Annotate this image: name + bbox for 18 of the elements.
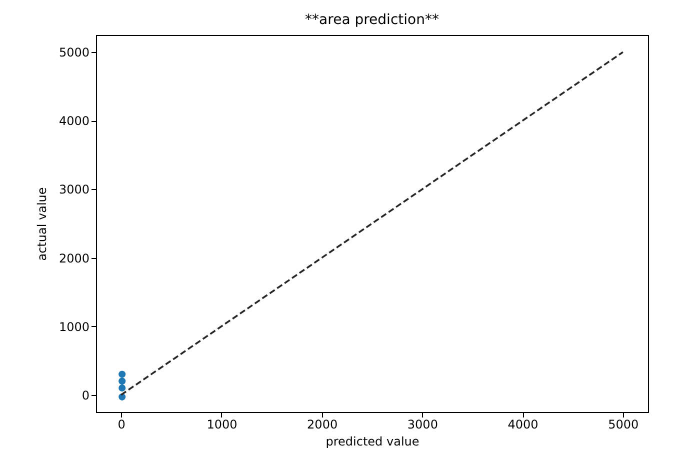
chart-title: **area prediction**	[305, 12, 439, 28]
y-tick-label: 0	[82, 388, 90, 402]
y-tick-label: 3000	[58, 182, 90, 197]
point	[118, 370, 126, 378]
x-tick-label: 4000	[508, 418, 538, 432]
y-tick-label: 2000	[58, 251, 90, 266]
y-axis-title: actual value	[34, 187, 49, 261]
x-tick-label: 2000	[307, 418, 338, 432]
y-tick-label: 1000	[58, 320, 90, 334]
point	[118, 378, 126, 385]
x-tick-label: 5000	[608, 418, 639, 432]
y-tick-label: 5000	[58, 46, 90, 60]
point	[118, 384, 126, 392]
x-tick-label: 3000	[407, 418, 438, 432]
y-tick-label: 4000	[58, 114, 90, 128]
x-tick-label: 0	[118, 418, 126, 432]
x-tick-label: 1000	[206, 418, 238, 432]
x-axis-title: predicted value	[326, 434, 420, 448]
